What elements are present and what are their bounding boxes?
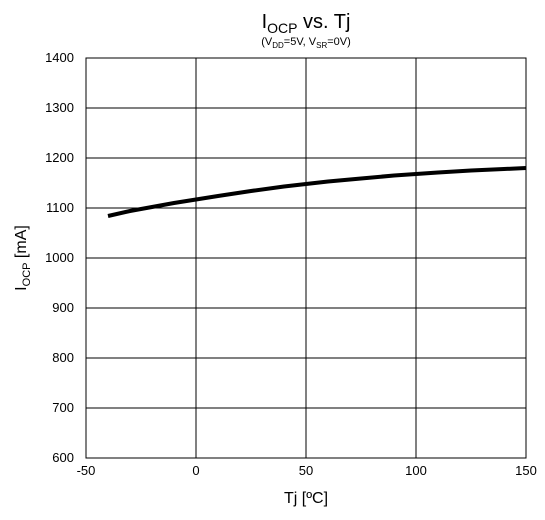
- x-tick-label: 150: [515, 463, 537, 478]
- x-tick-label: 0: [192, 463, 199, 478]
- x-tick-label: 100: [405, 463, 427, 478]
- y-tick-labels: 600 700 800 900 1000 1100 1200 1300 1400: [45, 50, 74, 465]
- plot-frame: [85, 57, 527, 459]
- y-tick-label: 700: [52, 400, 74, 415]
- chart-title-main: I: [262, 11, 268, 33]
- y-tick-label: 1300: [45, 100, 74, 115]
- subtitle-part-2: =5V, V: [284, 36, 317, 48]
- chart-title: IOCP vs. Tj: [262, 11, 351, 36]
- y-tick-label: 900: [52, 300, 74, 315]
- chart-title-rest: vs. Tj: [297, 11, 350, 33]
- series: [107, 166, 527, 218]
- y-tick-label: 800: [52, 350, 74, 365]
- x-axis-label: Tj [ºC]: [284, 490, 328, 507]
- chart-subtitle: (VDD=5V, VSR=0V): [261, 36, 351, 50]
- y-tick-label: 1200: [45, 150, 74, 165]
- x-tick-label: 50: [299, 463, 313, 478]
- series-line-iocp: [107, 166, 527, 218]
- x-tick-labels: -50 0 50 100 150: [77, 463, 537, 478]
- y-axis-label-rest: [mA]: [13, 225, 30, 262]
- subtitle-sub-1: DD: [272, 41, 284, 50]
- y-tick-label: 1400: [45, 50, 74, 65]
- chart-title-sub: OCP: [267, 20, 297, 36]
- y-axis-label-sub: OCP: [21, 263, 33, 287]
- x-tick-label: -50: [77, 463, 96, 478]
- y-axis-label-main: I: [13, 286, 30, 290]
- grid: [85, 57, 527, 459]
- y-tick-label: 600: [52, 450, 74, 465]
- y-tick-label: 1100: [46, 200, 74, 215]
- subtitle-part-1: (V: [261, 36, 273, 48]
- subtitle-sub-2: SR: [316, 41, 327, 50]
- y-axis-label: IOCP [mA]: [13, 225, 33, 291]
- y-tick-label: 1000: [45, 250, 74, 265]
- subtitle-part-3: =0V): [327, 36, 351, 48]
